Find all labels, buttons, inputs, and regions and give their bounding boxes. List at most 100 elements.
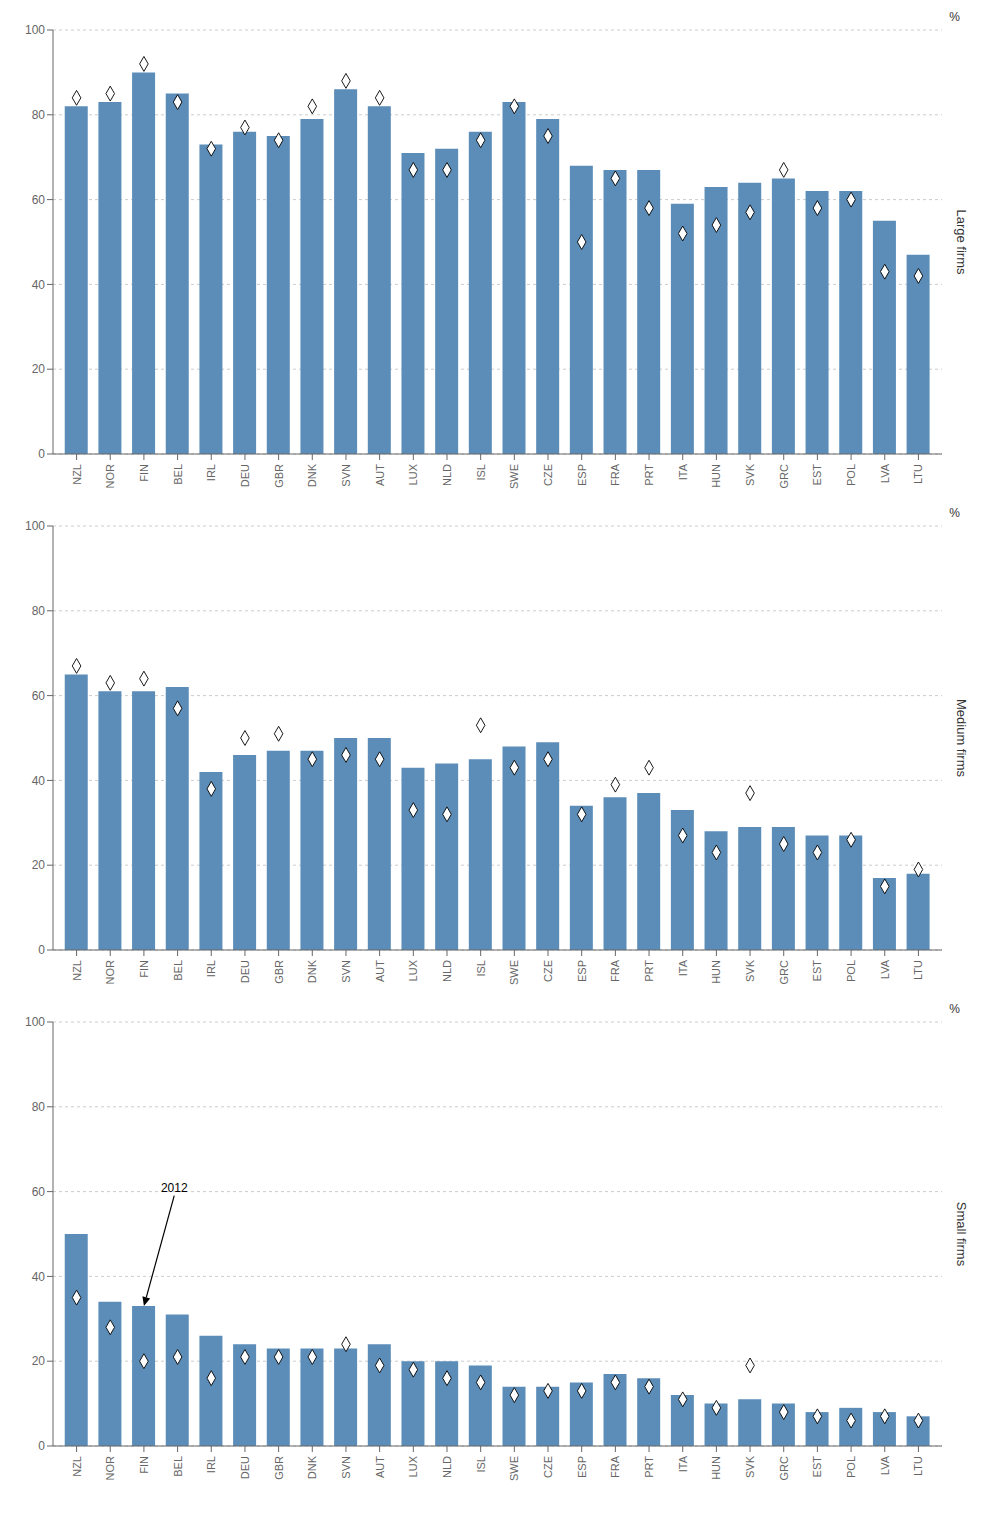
svg-text:40: 40 (32, 774, 46, 788)
svg-text:ESP: ESP (576, 960, 588, 982)
svg-text:NZL: NZL (71, 960, 83, 981)
svg-text:2012: 2012 (161, 1181, 188, 1195)
svg-text:FRA: FRA (609, 463, 621, 486)
svg-text:GBR: GBR (273, 960, 285, 984)
svg-text:DNK: DNK (306, 1455, 318, 1479)
svg-text:AUT: AUT (374, 960, 386, 982)
svg-text:60: 60 (32, 193, 46, 207)
svg-text:NOR: NOR (104, 1456, 116, 1481)
svg-text:SVN: SVN (340, 464, 352, 487)
svg-text:NLD: NLD (441, 1456, 453, 1478)
svg-text:LTU: LTU (912, 464, 924, 484)
svg-text:PRT: PRT (643, 464, 655, 486)
svg-text:20: 20 (32, 858, 46, 872)
svg-text:HUN: HUN (710, 960, 722, 984)
svg-text:LUX: LUX (407, 1455, 419, 1477)
svg-text:0: 0 (38, 943, 45, 957)
svg-text:CZE: CZE (542, 1456, 554, 1478)
svg-text:NOR: NOR (104, 960, 116, 985)
svg-text:FIN: FIN (138, 960, 150, 978)
svg-text:SWE: SWE (508, 1456, 520, 1481)
svg-text:EST: EST (811, 960, 823, 982)
svg-text:FIN: FIN (138, 1456, 150, 1474)
svg-text:POL: POL (845, 960, 857, 982)
svg-text:AUT: AUT (374, 464, 386, 486)
svg-text:EST: EST (811, 1456, 823, 1478)
svg-text:BEL: BEL (172, 464, 184, 485)
svg-text:GBR: GBR (273, 1456, 285, 1480)
svg-text:LUX: LUX (407, 959, 419, 981)
svg-text:CZE: CZE (542, 960, 554, 982)
svg-text:DEU: DEU (239, 1456, 251, 1479)
svg-text:POL: POL (845, 1456, 857, 1478)
svg-text:Small firms: Small firms (954, 1202, 969, 1267)
svg-text:HUN: HUN (710, 464, 722, 488)
svg-text:60: 60 (32, 689, 46, 703)
svg-text:IRL: IRL (205, 1456, 217, 1473)
svg-text:LUX: LUX (407, 463, 419, 485)
svg-text:SVK: SVK (744, 1455, 756, 1478)
svg-text:FRA: FRA (609, 1455, 621, 1478)
svg-text:FIN: FIN (138, 464, 150, 482)
svg-text:20: 20 (32, 362, 46, 376)
svg-text:SWE: SWE (508, 464, 520, 489)
svg-text:NLD: NLD (441, 464, 453, 486)
svg-text:SWE: SWE (508, 960, 520, 985)
svg-text:40: 40 (32, 278, 46, 292)
svg-text:LTU: LTU (912, 1456, 924, 1476)
svg-text:CZE: CZE (542, 464, 554, 486)
svg-text:BEL: BEL (172, 1456, 184, 1477)
svg-text:60: 60 (32, 1185, 46, 1199)
svg-text:100: 100 (25, 519, 45, 533)
svg-text:GRC: GRC (778, 1456, 790, 1481)
svg-text:100: 100 (25, 23, 45, 37)
svg-text:80: 80 (32, 1100, 46, 1114)
svg-text:SVK: SVK (744, 463, 756, 486)
svg-text:GRC: GRC (778, 464, 790, 489)
svg-text:ISL: ISL (475, 960, 487, 977)
svg-text:LVA: LVA (879, 959, 891, 979)
svg-text:ESP: ESP (576, 1456, 588, 1478)
svg-text:DEU: DEU (239, 464, 251, 487)
svg-text:ITA: ITA (677, 463, 689, 480)
svg-text:DEU: DEU (239, 960, 251, 983)
svg-text:NZL: NZL (71, 464, 83, 485)
svg-text:NOR: NOR (104, 464, 116, 489)
svg-text:ITA: ITA (677, 1455, 689, 1472)
svg-text:DNK: DNK (306, 959, 318, 983)
svg-text:Large firms: Large firms (954, 209, 969, 275)
svg-text:0: 0 (38, 1439, 45, 1453)
svg-text:LVA: LVA (879, 463, 891, 483)
svg-text:NLD: NLD (441, 960, 453, 982)
svg-text:LTU: LTU (912, 960, 924, 980)
svg-text:HUN: HUN (710, 1456, 722, 1480)
svg-text:GBR: GBR (273, 464, 285, 488)
svg-text:EST: EST (811, 464, 823, 486)
svg-text:PRT: PRT (643, 1456, 655, 1478)
svg-text:BEL: BEL (172, 960, 184, 981)
svg-text:FRA: FRA (609, 959, 621, 982)
svg-text:POL: POL (845, 464, 857, 486)
svg-text:ISL: ISL (475, 464, 487, 481)
svg-text:0: 0 (38, 447, 45, 461)
svg-text:80: 80 (32, 604, 46, 618)
svg-text:80: 80 (32, 108, 46, 122)
svg-text:40: 40 (32, 1270, 46, 1284)
svg-text:20: 20 (32, 1354, 46, 1368)
svg-text:ISL: ISL (475, 1456, 487, 1473)
svg-text:100: 100 (25, 1015, 45, 1029)
svg-text:ESP: ESP (576, 464, 588, 486)
svg-text:IRL: IRL (205, 464, 217, 481)
svg-text:GRC: GRC (778, 960, 790, 985)
svg-text:Medium firms: Medium firms (954, 699, 969, 778)
svg-text:AUT: AUT (374, 1456, 386, 1478)
svg-text:SVN: SVN (340, 960, 352, 983)
svg-text:IRL: IRL (205, 960, 217, 977)
svg-text:PRT: PRT (643, 960, 655, 982)
svg-text:LVA: LVA (879, 1455, 891, 1475)
svg-text:DNK: DNK (306, 463, 318, 487)
svg-text:SVN: SVN (340, 1456, 352, 1479)
svg-text:NZL: NZL (71, 1456, 83, 1477)
svg-text:ITA: ITA (677, 959, 689, 976)
svg-text:SVK: SVK (744, 959, 756, 982)
